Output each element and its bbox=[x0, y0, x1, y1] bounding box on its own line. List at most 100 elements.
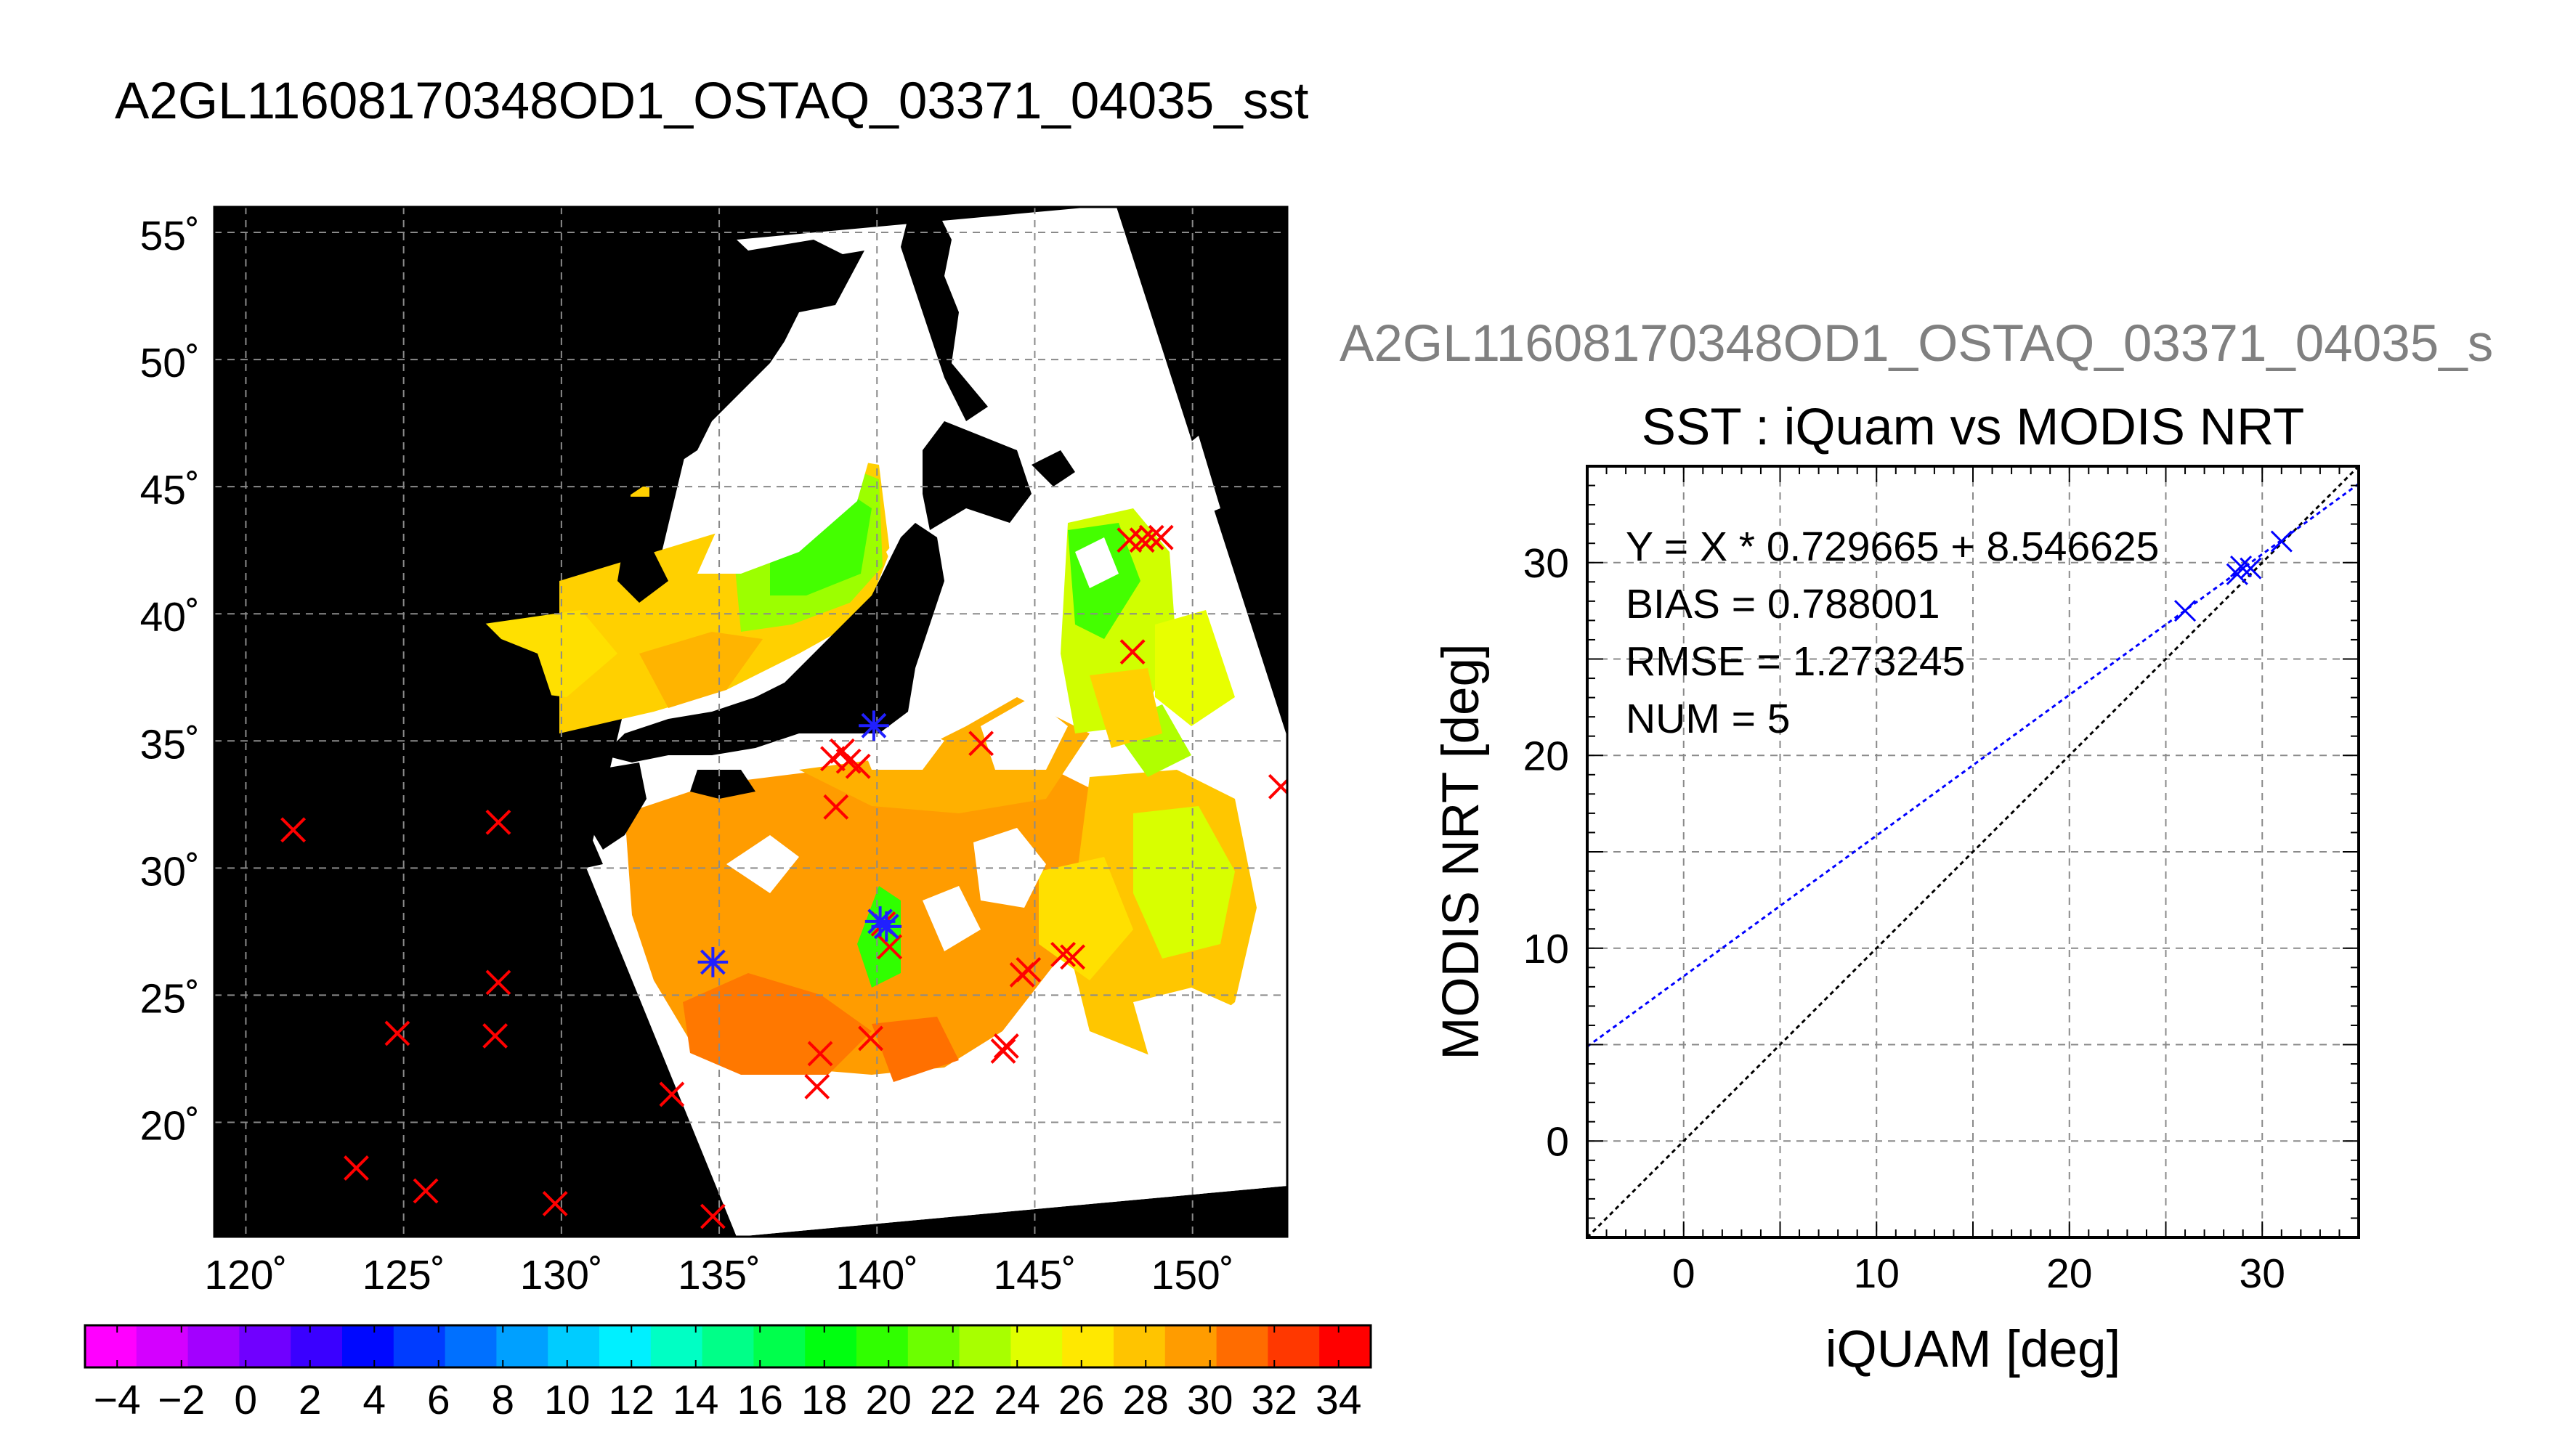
latitude-label: 50˚ bbox=[140, 340, 200, 386]
data-point bbox=[2173, 600, 2197, 622]
colorbar-tick-label: 20 bbox=[866, 1377, 912, 1423]
colorbar-swatch bbox=[393, 1325, 446, 1367]
match-marker bbox=[1268, 773, 1287, 800]
colorbar-swatch bbox=[1164, 1325, 1217, 1367]
colorbar-swatch bbox=[291, 1325, 343, 1367]
colorbar-swatch bbox=[959, 1325, 1011, 1367]
land-masses bbox=[214, 207, 1075, 868]
colorbar-frame bbox=[84, 1324, 1372, 1369]
colorbar-tick-label: 34 bbox=[1316, 1377, 1361, 1423]
sst-colorbar: −4 −2 0 2 4 6 8 10 12 14 16 18 20 22 24 26 28 30 32 34 bbox=[84, 1324, 1372, 1423]
match-marker bbox=[1138, 524, 1164, 550]
colorbar-swatch bbox=[1319, 1325, 1371, 1367]
colorbar-swatch bbox=[856, 1325, 909, 1367]
data-point bbox=[2226, 563, 2248, 585]
match-marker bbox=[804, 1074, 830, 1099]
colorbar-tick-label: 6 bbox=[427, 1377, 450, 1423]
longitude-label: 135˚ bbox=[678, 1252, 761, 1298]
colorbar-swatch bbox=[650, 1325, 703, 1367]
colorbar-swatch bbox=[1216, 1325, 1268, 1367]
data-point bbox=[2229, 555, 2253, 578]
latitude-label: 45˚ bbox=[140, 467, 200, 513]
cloud-cover bbox=[697, 341, 1287, 1237]
latitude-label: 25˚ bbox=[140, 975, 200, 1022]
latitude-label: 30˚ bbox=[140, 848, 200, 895]
colorbar-tick-label: −2 bbox=[158, 1377, 205, 1423]
match-marker bbox=[344, 1155, 369, 1181]
colorbar-tick-label: 16 bbox=[737, 1377, 783, 1423]
match-marker bbox=[384, 1020, 410, 1046]
longitude-label: 150˚ bbox=[1151, 1252, 1234, 1298]
match-marker bbox=[659, 1081, 685, 1107]
colorbar-swatch bbox=[805, 1325, 857, 1367]
longitude-label: 130˚ bbox=[520, 1252, 603, 1298]
colorbar-swatch bbox=[445, 1325, 497, 1367]
colorbar-tick-label: 28 bbox=[1123, 1377, 1169, 1423]
match-marker bbox=[845, 753, 871, 779]
valid-match-marker bbox=[697, 947, 729, 977]
colorbar-tick-label: −4 bbox=[94, 1377, 141, 1423]
colorbar-swatch bbox=[85, 1325, 137, 1367]
match-marker bbox=[280, 817, 307, 843]
colorbar-swatch bbox=[136, 1325, 189, 1367]
match-marker bbox=[858, 1025, 883, 1052]
colorbar-tick-label: 10 bbox=[544, 1377, 590, 1423]
map-axis-labels: 55˚ 50˚ 45˚ 40˚ 35˚ 30˚ 25˚ 20˚ 120˚ 125˚ 130˚ 135˚… bbox=[140, 213, 1234, 1298]
scatter-ticks: 0 10 20 30 0 10 20 30 bbox=[1523, 465, 2359, 1297]
y-tick-label: 20 bbox=[1523, 733, 1569, 779]
colorbar-tick-label: 18 bbox=[801, 1377, 847, 1423]
latitude-label: 55˚ bbox=[140, 213, 200, 259]
valid-match-marker bbox=[859, 710, 889, 741]
data-point bbox=[2240, 557, 2262, 579]
stats-line: RMSE = 1.273245 bbox=[1626, 638, 1965, 685]
colorbar-swatch bbox=[496, 1325, 548, 1367]
longitude-label: 145˚ bbox=[993, 1252, 1076, 1298]
match-marker bbox=[542, 1191, 568, 1216]
colorbar-swatch bbox=[702, 1325, 754, 1367]
scatter-points bbox=[2173, 530, 2293, 622]
match-marker bbox=[1050, 941, 1076, 967]
colorbar-tick-label: 0 bbox=[234, 1377, 257, 1423]
latitude-label: 20˚ bbox=[140, 1102, 200, 1149]
scatter-chart: A2GL11608170348OD1_OSTAQ_03371_04035_s S… bbox=[1340, 315, 2493, 1378]
latitude-label: 40˚ bbox=[140, 594, 200, 640]
stats-line: Y = X * 0.729665 + 8.546625 bbox=[1626, 524, 2159, 570]
y-tick-label: 10 bbox=[1523, 926, 1569, 972]
match-marker bbox=[968, 731, 994, 757]
stats-line: NUM = 5 bbox=[1626, 696, 1790, 742]
colorbar-swatch bbox=[239, 1325, 291, 1367]
match-marker bbox=[1016, 956, 1042, 983]
colorbar-swatch bbox=[342, 1325, 394, 1367]
x-tick-label: 20 bbox=[2046, 1250, 2092, 1297]
y-tick-label: 0 bbox=[1546, 1118, 1569, 1165]
colorbar-swatch bbox=[753, 1325, 806, 1367]
longitude-label: 120˚ bbox=[204, 1252, 287, 1298]
colorbar-swatch bbox=[1114, 1325, 1166, 1367]
chart-title: SST : iQuam vs MODIS NRT bbox=[1642, 399, 2305, 456]
x-tick-label: 0 bbox=[1672, 1250, 1695, 1297]
longitude-label: 140˚ bbox=[835, 1252, 918, 1298]
colorbar-swatch bbox=[907, 1325, 960, 1367]
match-marker bbox=[1148, 524, 1174, 550]
match-marker bbox=[1060, 944, 1086, 970]
colorbar-tick-label: 22 bbox=[930, 1377, 976, 1423]
match-marker bbox=[1119, 639, 1146, 665]
match-marker bbox=[990, 1038, 1016, 1064]
match-marker bbox=[1117, 527, 1143, 553]
y-axis-label: MODIS NRT [deg] bbox=[1432, 643, 1490, 1060]
colorbar-tick-label: 32 bbox=[1252, 1377, 1297, 1423]
sst-map: 55˚ 50˚ 45˚ 40˚ 35˚ 30˚ 25˚ 20˚ 120˚ 125˚ 130˚ 135˚… bbox=[140, 206, 1289, 1298]
x-tick-label: 30 bbox=[2240, 1250, 2285, 1297]
colorbar-swatch bbox=[1010, 1325, 1063, 1367]
latitude-label: 35˚ bbox=[140, 721, 200, 768]
colorbar-tick-label: 2 bbox=[299, 1377, 322, 1423]
stats-line: BIAS = 0.788001 bbox=[1626, 581, 1940, 627]
match-marker bbox=[413, 1178, 439, 1204]
match-marker bbox=[877, 934, 903, 960]
colorbar-swatch bbox=[599, 1325, 652, 1367]
colorbar-tick-label: 26 bbox=[1058, 1377, 1104, 1423]
colorbar-swatch bbox=[1062, 1325, 1114, 1367]
stats-box: Y = X * 0.729665 + 8.546625 BIAS = 0.7880… bbox=[1626, 524, 2159, 742]
match-marker bbox=[700, 1203, 726, 1229]
